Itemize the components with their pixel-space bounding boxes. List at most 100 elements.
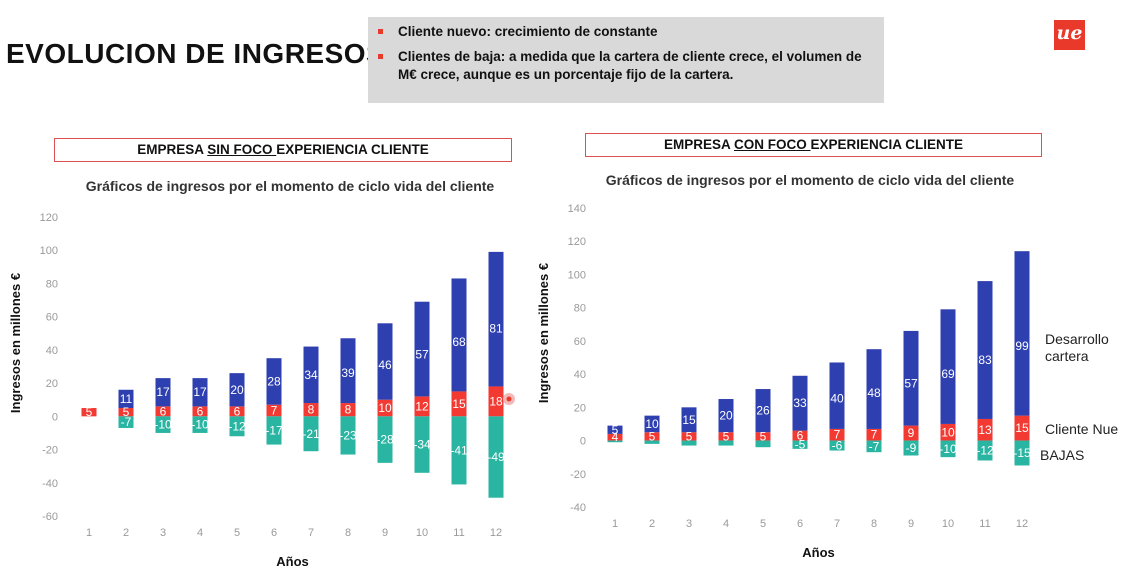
header-prefix: EMPRESA	[137, 142, 208, 157]
data-label-desarrollo: 33	[793, 396, 807, 410]
bar-bajas	[681, 440, 697, 446]
bar-bajas	[155, 416, 171, 433]
note-item: Cliente nuevo: crecimiento de constante	[376, 23, 874, 41]
bar-desarrollo-cartera	[229, 373, 245, 407]
bar-cliente-nuevo	[940, 423, 956, 441]
bar-bajas	[829, 440, 845, 451]
x-tick-label: 5	[234, 527, 240, 539]
data-label-nuevo: 7	[871, 428, 878, 442]
data-label-desarrollo: 40	[830, 391, 844, 405]
bar-cliente-nuevo	[229, 406, 245, 417]
y-tick-label: 20	[46, 378, 58, 390]
bar-bajas	[607, 440, 623, 443]
bar-bajas	[755, 440, 771, 448]
bar-cliente-nuevo	[866, 428, 882, 441]
data-label-desarrollo: 15	[682, 413, 696, 427]
bar-bajas	[644, 440, 660, 444]
x-tick-label: 4	[197, 527, 203, 539]
data-label-nuevo: 6	[160, 404, 167, 418]
data-label-bajas: -12	[976, 444, 994, 458]
bullet-icon	[378, 54, 383, 59]
y-tick-label: 60	[46, 312, 58, 324]
y-tick-label: 120	[568, 236, 586, 248]
data-label-nuevo: 4	[612, 430, 619, 444]
bar-cliente-nuevo	[903, 425, 919, 441]
x-tick-label: 10	[942, 518, 954, 530]
x-tick-label: 2	[123, 527, 129, 539]
header-suffix: EXPERIENCIA CLIENTE	[276, 142, 429, 157]
data-label-desarrollo: 48	[867, 386, 881, 400]
bar-desarrollo-cartera	[644, 415, 660, 433]
bar-bajas	[266, 416, 282, 445]
y-axis-label: Ingresos en millones €	[536, 263, 551, 403]
data-label-desarrollo: 34	[304, 368, 318, 382]
bullet-icon	[378, 29, 383, 34]
x-tick-label: 1	[86, 527, 92, 539]
data-label-nuevo: 8	[345, 403, 352, 417]
y-tick-label: 100	[568, 269, 586, 281]
x-tick-label: 1	[612, 518, 618, 530]
bar-desarrollo-cartera	[266, 358, 282, 405]
data-label-desarrollo: 5	[612, 423, 619, 437]
note-text: Cliente nuevo: crecimiento de constante	[398, 24, 658, 39]
data-label-bajas: -17	[265, 423, 283, 437]
x-tick-label: 10	[416, 527, 428, 539]
bar-desarrollo-cartera	[866, 349, 882, 429]
bar-desarrollo-cartera	[377, 323, 393, 400]
bar-cliente-nuevo	[607, 433, 623, 441]
data-label-nuevo: 18	[489, 394, 503, 408]
x-tick-label: 8	[871, 518, 877, 530]
legend-desarrollo-line2: cartera	[1045, 348, 1089, 364]
bar-desarrollo-cartera	[977, 281, 993, 419]
bar-cliente-nuevo	[377, 399, 393, 417]
y-tick-label: -20	[570, 469, 586, 481]
y-tick-label: -40	[42, 478, 58, 490]
bar-bajas	[488, 416, 504, 498]
data-label-bajas: -34	[413, 438, 431, 452]
notes-box: Cliente nuevo: crecimiento de constante …	[368, 17, 884, 103]
bar-bajas	[192, 416, 208, 433]
bar-desarrollo-cartera	[155, 378, 171, 407]
data-label-nuevo: 7	[271, 404, 278, 418]
bar-desarrollo-cartera	[192, 378, 208, 407]
bar-bajas	[903, 440, 919, 456]
note-item: Clientes de baja: a medida que la carter…	[376, 48, 874, 84]
y-tick-label: 100	[40, 245, 58, 257]
y-tick-label: 80	[46, 278, 58, 290]
bar-desarrollo-cartera	[414, 301, 430, 397]
note-text: Clientes de baja: a medida que la carter…	[398, 49, 862, 82]
data-label-desarrollo: 39	[341, 366, 355, 380]
data-label-nuevo: 9	[908, 426, 915, 440]
x-tick-label: 7	[834, 518, 840, 530]
data-label-nuevo: 5	[723, 429, 730, 443]
data-label-nuevo: 5	[760, 429, 767, 443]
y-tick-label: 40	[574, 369, 586, 381]
data-label-nuevo: 6	[797, 429, 804, 443]
data-label-desarrollo: 11	[120, 392, 133, 406]
bar-bajas	[792, 440, 808, 449]
bar-cliente-nuevo	[681, 432, 697, 441]
y-tick-label: 60	[574, 336, 586, 348]
data-label-bajas: -7	[121, 415, 132, 429]
bar-desarrollo-cartera	[303, 346, 319, 404]
bar-cliente-nuevo	[303, 403, 319, 417]
x-tick-label: 9	[382, 527, 388, 539]
x-tick-label: 11	[979, 518, 990, 530]
bar-bajas	[414, 416, 430, 473]
x-tick-label: 9	[908, 518, 914, 530]
data-label-bajas: -7	[869, 439, 880, 453]
x-tick-label: 11	[453, 527, 464, 539]
data-label-bajas: -12	[228, 419, 246, 433]
y-tick-label: -20	[42, 445, 58, 457]
data-label-nuevo: 15	[1015, 421, 1029, 435]
data-label-bajas: -15	[1013, 446, 1031, 460]
y-tick-label: 40	[46, 345, 58, 357]
x-tick-label: 12	[1016, 518, 1028, 530]
bar-cliente-nuevo	[266, 404, 282, 417]
data-label-desarrollo: 20	[230, 383, 244, 397]
y-tick-label: 120	[40, 212, 58, 224]
bar-cliente-nuevo	[340, 403, 356, 417]
bar-desarrollo-cartera	[792, 375, 808, 431]
bar-desarrollo-cartera	[607, 425, 623, 434]
